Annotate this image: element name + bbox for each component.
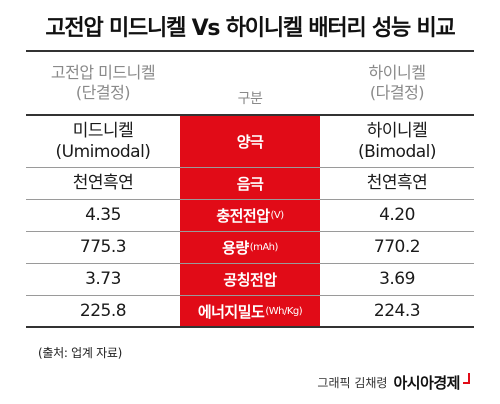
header-high-nickel: 하이니켈 (다결정) bbox=[320, 52, 474, 114]
right-value-line2: (Bimodal) bbox=[357, 141, 437, 162]
row-label-text: 용량 bbox=[222, 239, 249, 257]
left-value: 775.3 bbox=[79, 237, 127, 257]
right-value: 224.3 bbox=[373, 300, 421, 321]
brand-mark-icon bbox=[463, 373, 470, 384]
brand-name: 아시아경제 bbox=[393, 374, 460, 392]
table-row: 4.35 충전전압 (V) 4.20 bbox=[26, 200, 474, 232]
comparison-table: 고전압 미드니켈 (단결정) 구분 하이니켈 (다결정) 미드니켈 (Umimodal… bbox=[26, 52, 474, 328]
row-label: 용량 (mAh) bbox=[180, 232, 320, 263]
row-label-text: 양극 bbox=[236, 133, 264, 151]
row-label: 양극 bbox=[180, 116, 320, 167]
table-row: 미드니켈 (Umimodal) 양극 하이니켈 (Bimodal) bbox=[26, 116, 474, 168]
header-left-line1: 고전압 미드니켈 bbox=[50, 63, 156, 82]
row-label-text: 충전전압 bbox=[216, 207, 270, 225]
left-value: 미드니켈 (Umimodal) bbox=[26, 116, 180, 167]
table-row: 천연흑연 음극 천연흑연 bbox=[26, 168, 474, 200]
right-value: 천연흑연 bbox=[366, 173, 428, 193]
table-header-row: 고전압 미드니켈 (단결정) 구분 하이니켈 (다결정) bbox=[26, 52, 474, 116]
source-note: (출처: 업계 자료) bbox=[38, 346, 122, 360]
row-label-text: 음극 bbox=[236, 175, 264, 193]
top-divider bbox=[26, 50, 474, 52]
header-mid-nickel: 고전압 미드니켈 (단결정) bbox=[26, 52, 180, 114]
left-value: 3.73 bbox=[85, 269, 121, 289]
right-value-line1: 하이니켈 bbox=[366, 120, 428, 141]
row-label-unit: (mAh) bbox=[249, 242, 279, 253]
right-value: 하이니켈 (Bimodal) bbox=[320, 116, 474, 167]
row-label-unit: (V) bbox=[270, 210, 285, 221]
header-right-line1: 하이니켈 bbox=[368, 63, 426, 82]
right-value: 3.69 bbox=[379, 269, 415, 289]
row-label-text: 에너지밀도 bbox=[197, 302, 265, 321]
table-row: 225.8 에너지밀도 (Wh/Kg) 224.3 bbox=[26, 296, 474, 328]
row-label: 에너지밀도 (Wh/Kg) bbox=[180, 296, 320, 326]
left-value: 4.35 bbox=[85, 205, 121, 225]
right-value: 4.20 bbox=[379, 205, 415, 225]
right-value: 770.2 bbox=[373, 237, 421, 257]
header-right-line2: (다결정) bbox=[369, 83, 425, 102]
graphic-credit: 그래픽 김채령 아시아경제 bbox=[317, 372, 470, 393]
left-value: 천연흑연 bbox=[72, 173, 134, 193]
left-value-line1: 미드니켈 bbox=[72, 120, 134, 141]
header-category: 구분 bbox=[237, 91, 263, 107]
row-label-text: 공칭전압 bbox=[223, 271, 277, 289]
row-label: 공칭전압 bbox=[180, 264, 320, 295]
header-left-line2: (단결정) bbox=[75, 83, 131, 102]
left-value: 225.8 bbox=[79, 300, 127, 321]
row-label-unit: (Wh/Kg) bbox=[265, 305, 303, 317]
left-value-line2: (Umimodal) bbox=[55, 141, 151, 162]
table-row: 775.3 용량 (mAh) 770.2 bbox=[26, 232, 474, 264]
table-row: 3.73 공칭전압 3.69 bbox=[26, 264, 474, 296]
row-label: 음극 bbox=[180, 168, 320, 199]
credit-text: 그래픽 김채령 bbox=[317, 376, 388, 390]
page-title: 고전압 미드니켈 Vs 하이니켈 배터리 성능 비교 bbox=[45, 16, 455, 41]
row-label: 충전전압 (V) bbox=[180, 200, 320, 231]
